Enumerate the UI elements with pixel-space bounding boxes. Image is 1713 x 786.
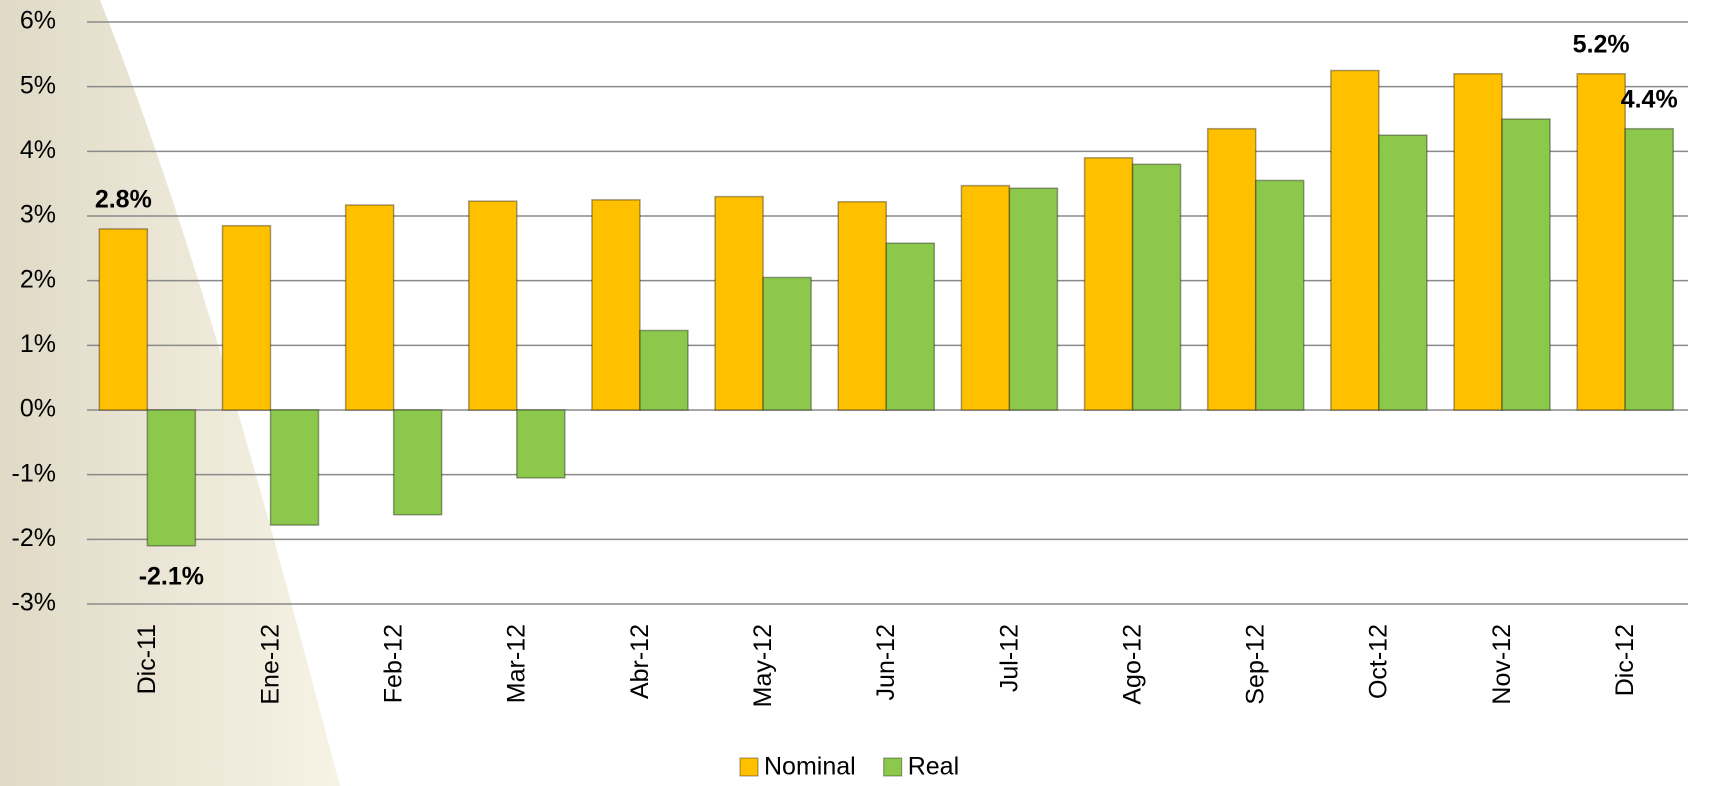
bar bbox=[1131, 163, 1182, 411]
bar bbox=[468, 200, 518, 411]
y-tick-label: -2% bbox=[12, 524, 56, 552]
bar bbox=[837, 201, 888, 411]
x-tick-label: Oct-12 bbox=[1365, 624, 1393, 699]
bar bbox=[1206, 127, 1257, 411]
x-tick-label: May-12 bbox=[749, 624, 777, 707]
bar bbox=[1576, 72, 1626, 411]
bar bbox=[1083, 157, 1134, 411]
bar bbox=[221, 224, 272, 411]
x-tick-label: Dic-11 bbox=[133, 624, 161, 694]
y-tick-label: 1% bbox=[20, 330, 56, 358]
x-tick-label: Jun-12 bbox=[872, 624, 900, 700]
bar bbox=[392, 409, 443, 516]
bar bbox=[591, 199, 641, 411]
bar bbox=[762, 276, 812, 411]
bar bbox=[1008, 187, 1059, 411]
x-tick-label: Feb-12 bbox=[379, 624, 407, 703]
bar bbox=[1330, 69, 1380, 411]
y-tick-label: 5% bbox=[20, 71, 56, 99]
bar bbox=[1624, 127, 1674, 411]
bar bbox=[960, 184, 1011, 411]
x-tick-label: Nov-12 bbox=[1488, 624, 1516, 705]
x-tick-label: Ene-12 bbox=[256, 624, 284, 705]
bar bbox=[1501, 118, 1551, 411]
bar bbox=[344, 204, 395, 411]
y-tick-label: 0% bbox=[20, 395, 56, 423]
x-tick-label: Abr-12 bbox=[626, 624, 654, 699]
x-tick-label: Dic-12 bbox=[1611, 624, 1639, 696]
bar bbox=[885, 242, 936, 411]
bar bbox=[639, 329, 689, 411]
y-tick-label: -3% bbox=[12, 589, 56, 617]
y-tick-label: -1% bbox=[12, 459, 56, 487]
legend-swatch bbox=[883, 757, 903, 777]
y-tick-label: 3% bbox=[20, 201, 56, 229]
x-tick-label: Ago-12 bbox=[1118, 624, 1146, 705]
legend-label: Real bbox=[908, 753, 959, 781]
bar bbox=[1453, 72, 1503, 411]
data-label: 2.8% bbox=[95, 186, 152, 214]
legend-label: Nominal bbox=[764, 753, 856, 781]
bar bbox=[714, 195, 764, 411]
x-tick-label: Jul-12 bbox=[995, 624, 1023, 692]
bar bbox=[269, 409, 320, 526]
x-tick-label: Mar-12 bbox=[503, 624, 531, 703]
y-tick-label: 4% bbox=[20, 136, 56, 164]
bar bbox=[146, 409, 197, 547]
bar bbox=[1254, 179, 1305, 411]
data-label: 5.2% bbox=[1573, 30, 1630, 58]
y-tick-label: 6% bbox=[20, 7, 56, 35]
data-label: 4.4% bbox=[1621, 85, 1678, 113]
legend-swatch bbox=[739, 757, 759, 777]
background-decoration bbox=[0, 0, 340, 786]
bar bbox=[98, 228, 149, 411]
bar bbox=[1378, 134, 1428, 411]
y-tick-label: 2% bbox=[20, 265, 56, 293]
bar bbox=[516, 409, 566, 479]
x-tick-label: Sep-12 bbox=[1242, 624, 1270, 705]
data-label: -2.1% bbox=[139, 562, 204, 590]
